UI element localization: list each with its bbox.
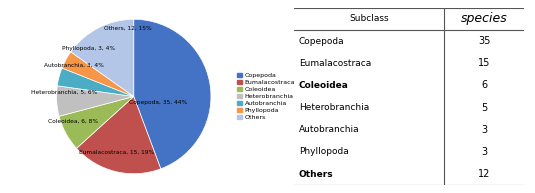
Text: Others, 12, 15%: Others, 12, 15% — [104, 26, 151, 31]
Text: Autobranchia: Autobranchia — [299, 125, 360, 134]
Text: species: species — [461, 12, 507, 25]
Wedge shape — [134, 19, 211, 169]
Text: Eumalacostraca, 15, 19%: Eumalacostraca, 15, 19% — [79, 150, 155, 155]
Text: Coleoidea, 6, 8%: Coleoidea, 6, 8% — [49, 119, 98, 124]
Text: Subclass: Subclass — [349, 14, 389, 23]
Text: Heterobranchia: Heterobranchia — [299, 103, 369, 112]
Text: 3: 3 — [481, 125, 487, 135]
Text: Phyllopoda: Phyllopoda — [299, 147, 349, 157]
Text: Eumalacostraca: Eumalacostraca — [299, 59, 371, 68]
Text: 15: 15 — [478, 58, 490, 68]
Text: Others: Others — [299, 170, 333, 179]
Text: Phyllopoda, 3, 4%: Phyllopoda, 3, 4% — [63, 46, 116, 51]
Text: 6: 6 — [481, 80, 487, 90]
Wedge shape — [59, 96, 134, 148]
Text: 35: 35 — [478, 36, 490, 46]
Wedge shape — [57, 68, 134, 96]
Text: 12: 12 — [478, 169, 490, 179]
Wedge shape — [71, 19, 134, 96]
Wedge shape — [62, 52, 134, 96]
Legend: Copepoda, Eumalacostraca, Coleoidea, Heterobranchia, Autobranchia, Phyllopoda, O: Copepoda, Eumalacostraca, Coleoidea, Het… — [237, 73, 295, 120]
Text: 5: 5 — [481, 103, 487, 113]
Text: Copepoda, 35, 44%: Copepoda, 35, 44% — [129, 100, 188, 105]
Text: Copepoda: Copepoda — [299, 36, 345, 46]
Wedge shape — [77, 96, 161, 174]
Text: Heterobranchia, 5, 6%: Heterobranchia, 5, 6% — [31, 89, 97, 94]
Wedge shape — [57, 86, 134, 116]
Text: 3: 3 — [481, 147, 487, 157]
Text: Autobranchia, 3, 4%: Autobranchia, 3, 4% — [43, 63, 103, 68]
Text: Coleoidea: Coleoidea — [299, 81, 349, 90]
